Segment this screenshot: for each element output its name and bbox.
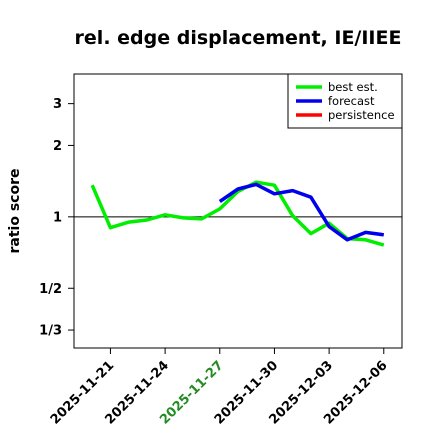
legend-label: best est.: [328, 80, 378, 94]
y-tick-label: 2: [53, 139, 62, 154]
y-tick-label: 1/2: [39, 282, 62, 297]
y-tick-label: 1: [53, 210, 62, 225]
y-tick-label: 1/3: [39, 324, 62, 339]
y-axis-label: ratio score: [7, 169, 23, 254]
plot-area-frame: [73, 73, 403, 349]
chart-title: rel. edge displacement, IE/IIEE: [75, 27, 402, 49]
y-tick-label: 3: [53, 97, 62, 112]
series-layer: [90, 180, 385, 247]
y-axis: 1/3 1/2 1 2 3: [39, 97, 74, 339]
series-line-forecast: [218, 182, 385, 242]
series-line-best-est: [90, 180, 385, 247]
x-axis: 2025-11-212025-11-242025-11-272025-11-30…: [48, 348, 391, 428]
legend-label: persistence: [328, 108, 395, 122]
legend-label: forecast: [328, 94, 375, 108]
